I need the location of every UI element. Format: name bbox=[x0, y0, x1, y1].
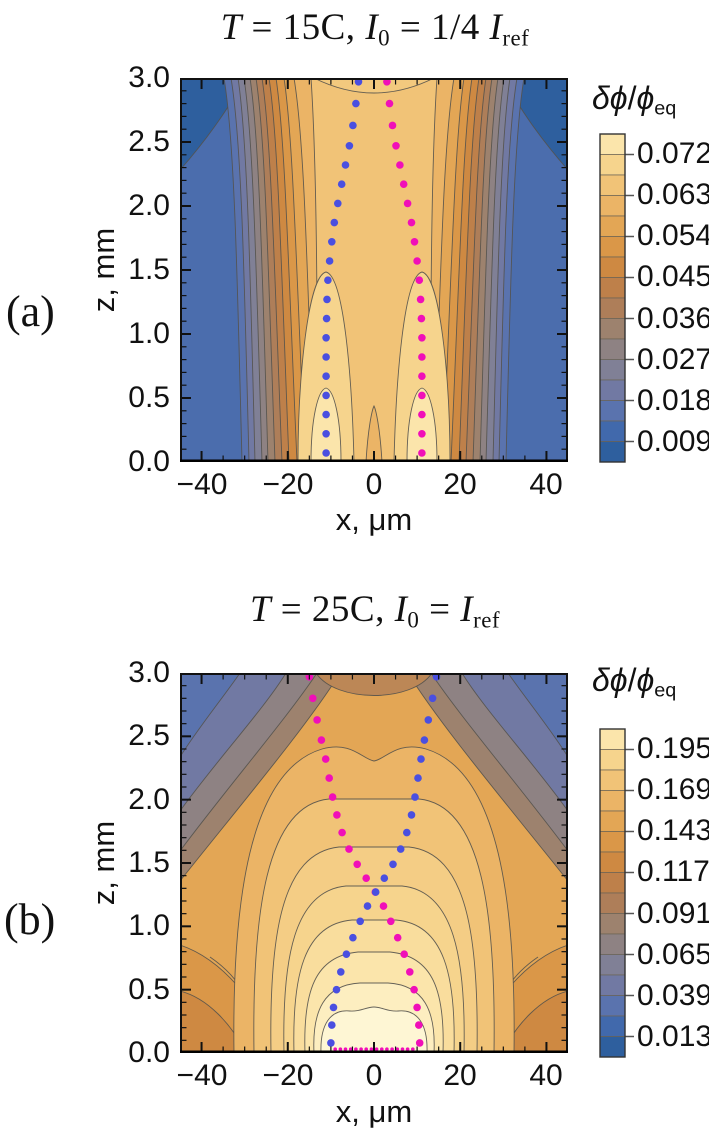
a-xtick-20: 20 bbox=[443, 468, 477, 501]
a-cb-0.027: 0.027 bbox=[637, 343, 709, 376]
contour-plot-b bbox=[180, 673, 568, 1053]
b-dots-blue bbox=[327, 673, 441, 1047]
b-ytick-0.5: 0.5 bbox=[128, 973, 170, 1006]
b-cb-0.065: 0.065 bbox=[637, 938, 709, 971]
a-ytick-3.0: 3.0 bbox=[128, 61, 170, 94]
a-y-axis-title: z, mm bbox=[86, 227, 121, 313]
b-ytick-2.0: 2.0 bbox=[128, 783, 170, 816]
a-ytick-1.0: 1.0 bbox=[128, 317, 170, 350]
panel-b-title: T = 25C, I0 = Iref bbox=[249, 589, 501, 633]
b-xtick-20: 20 bbox=[443, 1059, 477, 1092]
a-ytick-2.0: 2.0 bbox=[128, 189, 170, 222]
b-colorbar-title: δϕ/ϕeq bbox=[592, 662, 677, 702]
b-cb-0.039: 0.039 bbox=[637, 979, 709, 1012]
panel-a-title: T = 15C, I0 = 1/4 Iref bbox=[220, 7, 530, 51]
a-xtick-0: 0 bbox=[365, 468, 383, 501]
b-cb-0.117: 0.117 bbox=[637, 855, 709, 888]
b-xtick-0: 0 bbox=[365, 1059, 383, 1092]
b-ytick-3.0: 3.0 bbox=[128, 656, 170, 689]
a-xtick--40: −40 bbox=[176, 468, 228, 501]
b-ytick-1.5: 1.5 bbox=[128, 846, 170, 879]
b-xtick--20: −20 bbox=[262, 1059, 314, 1092]
a-dots-blue bbox=[322, 78, 363, 457]
a-cb-0.009: 0.009 bbox=[637, 425, 709, 458]
b-frame-ticks bbox=[182, 675, 566, 1051]
b-ytick-2.5: 2.5 bbox=[128, 719, 170, 752]
b-cb-0.143: 0.143 bbox=[637, 814, 709, 847]
a-x-axis-title: x, μm bbox=[335, 502, 413, 537]
b-cb-0.195: 0.195 bbox=[637, 732, 709, 765]
a-colorbar bbox=[599, 133, 634, 463]
b-ytick-1.0: 1.0 bbox=[128, 909, 170, 942]
a-dots-magenta bbox=[383, 78, 426, 457]
a-xtick--20: −20 bbox=[262, 468, 314, 501]
b-dots-bottom-row bbox=[333, 1047, 415, 1051]
a-frame-ticks bbox=[182, 80, 566, 460]
a-cb-0.063: 0.063 bbox=[637, 178, 709, 211]
a-ytick-0.0: 0.0 bbox=[128, 445, 170, 478]
a-colorbar-title: δϕ/ϕeq bbox=[592, 80, 677, 120]
a-ytick-1.5: 1.5 bbox=[128, 253, 170, 286]
panel-a-letter: (a) bbox=[6, 287, 55, 336]
a-cb-0.054: 0.054 bbox=[637, 219, 709, 252]
a-cb-0.036: 0.036 bbox=[637, 302, 709, 335]
a-xtick-40: 40 bbox=[529, 468, 563, 501]
b-xtick-40: 40 bbox=[529, 1059, 563, 1092]
b-x-axis-title: x, μm bbox=[335, 1094, 413, 1129]
b-cb-0.013: 0.013 bbox=[637, 1020, 709, 1053]
b-y-axis-title: z, mm bbox=[86, 820, 121, 906]
b-cb-0.169: 0.169 bbox=[637, 773, 709, 806]
panel-b-letter: (b) bbox=[4, 895, 56, 944]
b-cb-0.091: 0.091 bbox=[637, 897, 709, 930]
b-colorbar bbox=[599, 728, 634, 1058]
contour-plot-a bbox=[180, 78, 568, 462]
a-ytick-0.5: 0.5 bbox=[128, 381, 170, 414]
a-cb-0.018: 0.018 bbox=[637, 384, 709, 417]
b-xtick--40: −40 bbox=[176, 1059, 228, 1092]
a-cb-0.045: 0.045 bbox=[637, 260, 709, 293]
a-ytick-2.5: 2.5 bbox=[128, 125, 170, 158]
b-ytick-0.0: 0.0 bbox=[128, 1036, 170, 1069]
a-cb-0.072: 0.072 bbox=[637, 137, 709, 170]
